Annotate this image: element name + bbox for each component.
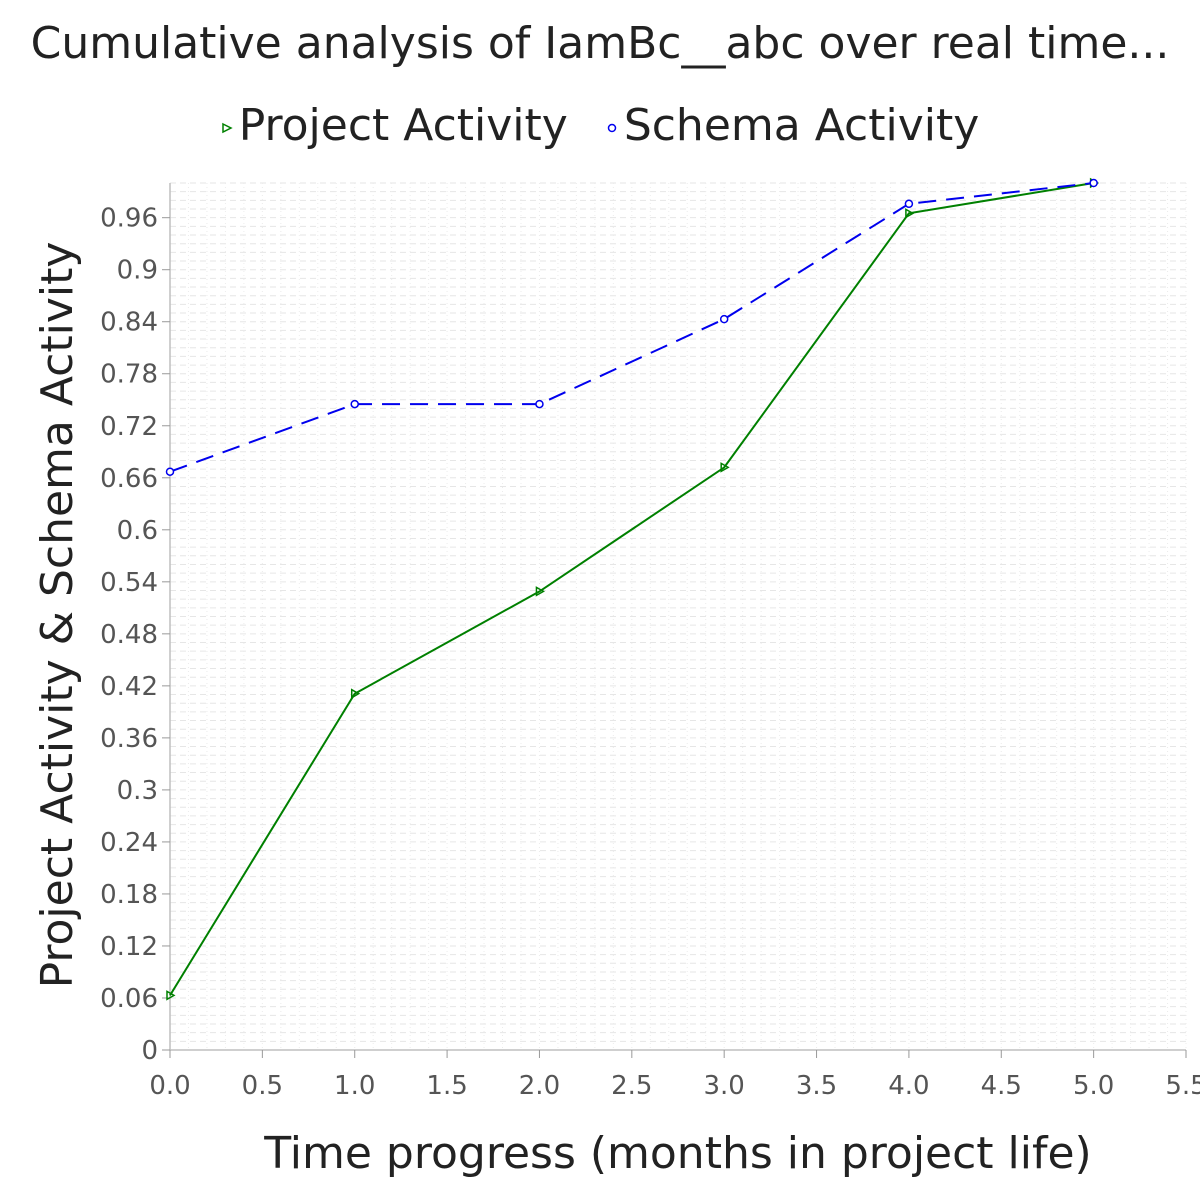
grid: [169, 182, 1187, 1051]
y-tick-label: 0.42: [100, 672, 158, 702]
x-tick-label: 1.5: [426, 1071, 467, 1101]
y-axis-label: Project Activity & Schema Activity: [32, 242, 83, 989]
y-tick-label: 0.48: [100, 620, 158, 650]
data-point-project-activity[interactable]: [905, 208, 915, 219]
series: [165, 177, 1100, 1001]
y-tick-label: 0.54: [100, 568, 158, 598]
y-tick-label: 0.96: [100, 204, 158, 234]
data-point-project-activity[interactable]: [166, 990, 176, 1001]
series-line-schema-activity: [169, 182, 1094, 473]
data-point-project-activity[interactable]: [535, 586, 545, 597]
y-tick-label: 0.06: [100, 984, 158, 1014]
data-point-schema-activity[interactable]: [350, 399, 359, 409]
legend-item-schema-activity[interactable]: Schema Activity: [606, 100, 979, 151]
x-tick-label: 1.0: [334, 1071, 375, 1101]
data-point-project-activity[interactable]: [350, 688, 361, 699]
circle-marker-icon: [607, 123, 617, 133]
y-tick-label: 0.36: [100, 724, 158, 754]
y-tick-label: 0.18: [100, 880, 158, 910]
y-tick-label: 0.24: [100, 828, 158, 858]
y-tick-label: 0.78: [100, 360, 158, 390]
x-tick-label: 4.0: [888, 1071, 929, 1101]
x-tick-label: 2.0: [519, 1071, 560, 1101]
data-point-schema-activity[interactable]: [165, 467, 175, 476]
y-tick-label: 0: [141, 1036, 158, 1066]
axes: [162, 183, 1187, 1058]
x-tick-labels: 0.0 0.5 1.0 1.5 2.0 2.5 3.0 3.5 4.0 4.5 5.0 5.5: [149, 1071, 1200, 1101]
y-tick-label: 0.84: [100, 308, 158, 338]
series-line-project-activity: [169, 182, 1094, 996]
x-tick-label: 5.0: [1073, 1071, 1114, 1101]
data-point-schema-activity[interactable]: [904, 199, 914, 209]
data-point-schema-activity[interactable]: [1089, 178, 1098, 188]
y-tick-label: 0.72: [100, 412, 158, 442]
legend-label-schema-activity: Schema Activity: [623, 100, 980, 151]
y-tick-label: 0.66: [100, 464, 158, 494]
data-point-project-activity[interactable]: [720, 462, 730, 473]
y-tick-label: 0.6: [117, 516, 158, 546]
x-axis-label: Time progress (months in project life): [263, 1128, 1091, 1179]
y-tick-labels: 0 0.06 0.12 0.18 0.24 0.3 0.36 0.42 0.48 0.54 0.6 0…: [100, 204, 158, 1066]
legend-label-project-activity: Project Activity: [238, 100, 568, 151]
chart-title: Cumulative analysis of IamBc__abc over r…: [30, 18, 1170, 69]
x-tick-label: 0.5: [242, 1071, 283, 1101]
x-tick-label: 3.5: [796, 1071, 837, 1101]
x-tick-label: 4.5: [981, 1071, 1022, 1101]
y-tick-label: 0.9: [117, 256, 158, 286]
data-point-schema-activity[interactable]: [535, 399, 544, 409]
x-tick-label: 2.5: [611, 1071, 652, 1101]
y-tick-label: 0.3: [117, 776, 158, 806]
x-tick-label: 5.5: [1165, 1071, 1200, 1101]
x-tick-label: 0.0: [149, 1071, 190, 1101]
legend-item-project-activity[interactable]: Project Activity: [221, 100, 568, 151]
y-tick-label: 0.12: [100, 932, 158, 962]
x-tick-label: 3.0: [704, 1071, 745, 1101]
legend: Project Activity Schema Activity: [0, 100, 1200, 151]
data-point-schema-activity[interactable]: [719, 314, 729, 324]
triangle-marker-icon: [221, 122, 233, 134]
